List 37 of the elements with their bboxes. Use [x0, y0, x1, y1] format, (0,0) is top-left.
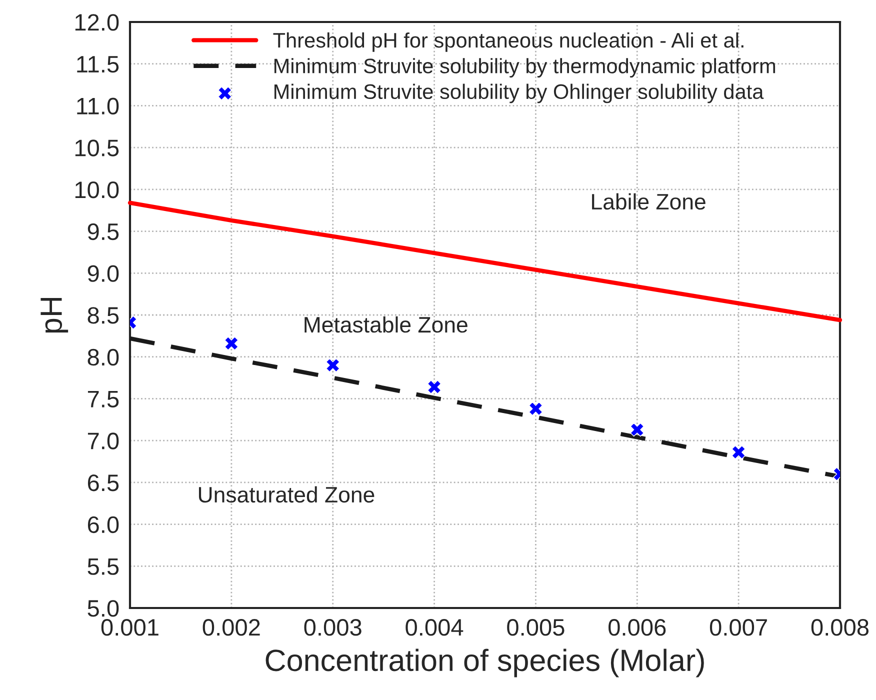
x-tick-label: 0.004 [406, 619, 464, 636]
point [427, 380, 442, 394]
y-tick-label: 6.0 [88, 516, 119, 534]
annotation: Labile Zone [592, 193, 706, 210]
y-tick-label: 10.5 [75, 140, 119, 156]
annotation: Unsaturated Zone [198, 486, 374, 503]
x-axis-title: Concentration of species (Molar) [266, 648, 704, 678]
legend-label: Threshold pH for spontaneous nucleation - Ali et al. [273, 32, 744, 52]
point [326, 358, 340, 372]
y-tick-label: 10.0 [75, 181, 119, 198]
y-tick-label: 6.5 [88, 474, 119, 492]
y-tick-label: 11.0 [77, 98, 119, 114]
point [224, 336, 238, 350]
y-tick-label: 8.5 [88, 307, 119, 324]
annotation: Metastable Zone [304, 316, 468, 333]
point [732, 445, 746, 460]
y-tick-label: 7.5 [88, 391, 119, 408]
y-tick-label: 12.0 [75, 14, 119, 31]
legend-label: Minimum Struvite solubility by thermodynamic platform [274, 58, 776, 78]
y-axis-title: pH [40, 298, 68, 333]
y-tick-label: 5.0 [88, 600, 119, 617]
y-tick-label: 9.0 [88, 265, 119, 282]
x-tick-label: 0.002 [202, 619, 260, 636]
x-tick-label: 0.008 [811, 619, 869, 636]
x-tick-label: 0.003 [304, 619, 362, 636]
y-tick-label: 11.5 [77, 56, 119, 73]
point [528, 402, 543, 416]
y-tick-label: 5.5 [88, 558, 119, 575]
y-tick-label: 9.5 [88, 223, 119, 240]
x-tick-label: 0.001 [101, 619, 158, 636]
y-tick-label: 8.0 [88, 348, 119, 366]
x-tick-label: 0.007 [710, 619, 767, 636]
legend-label: Minimum Struvite solubility by Ohlinger solubility data [274, 84, 764, 104]
x-tick-label: 0.006 [608, 619, 666, 636]
y-tick-label: 7.0 [88, 432, 119, 450]
x-tick-label: 0.005 [507, 619, 564, 636]
point [630, 422, 644, 437]
